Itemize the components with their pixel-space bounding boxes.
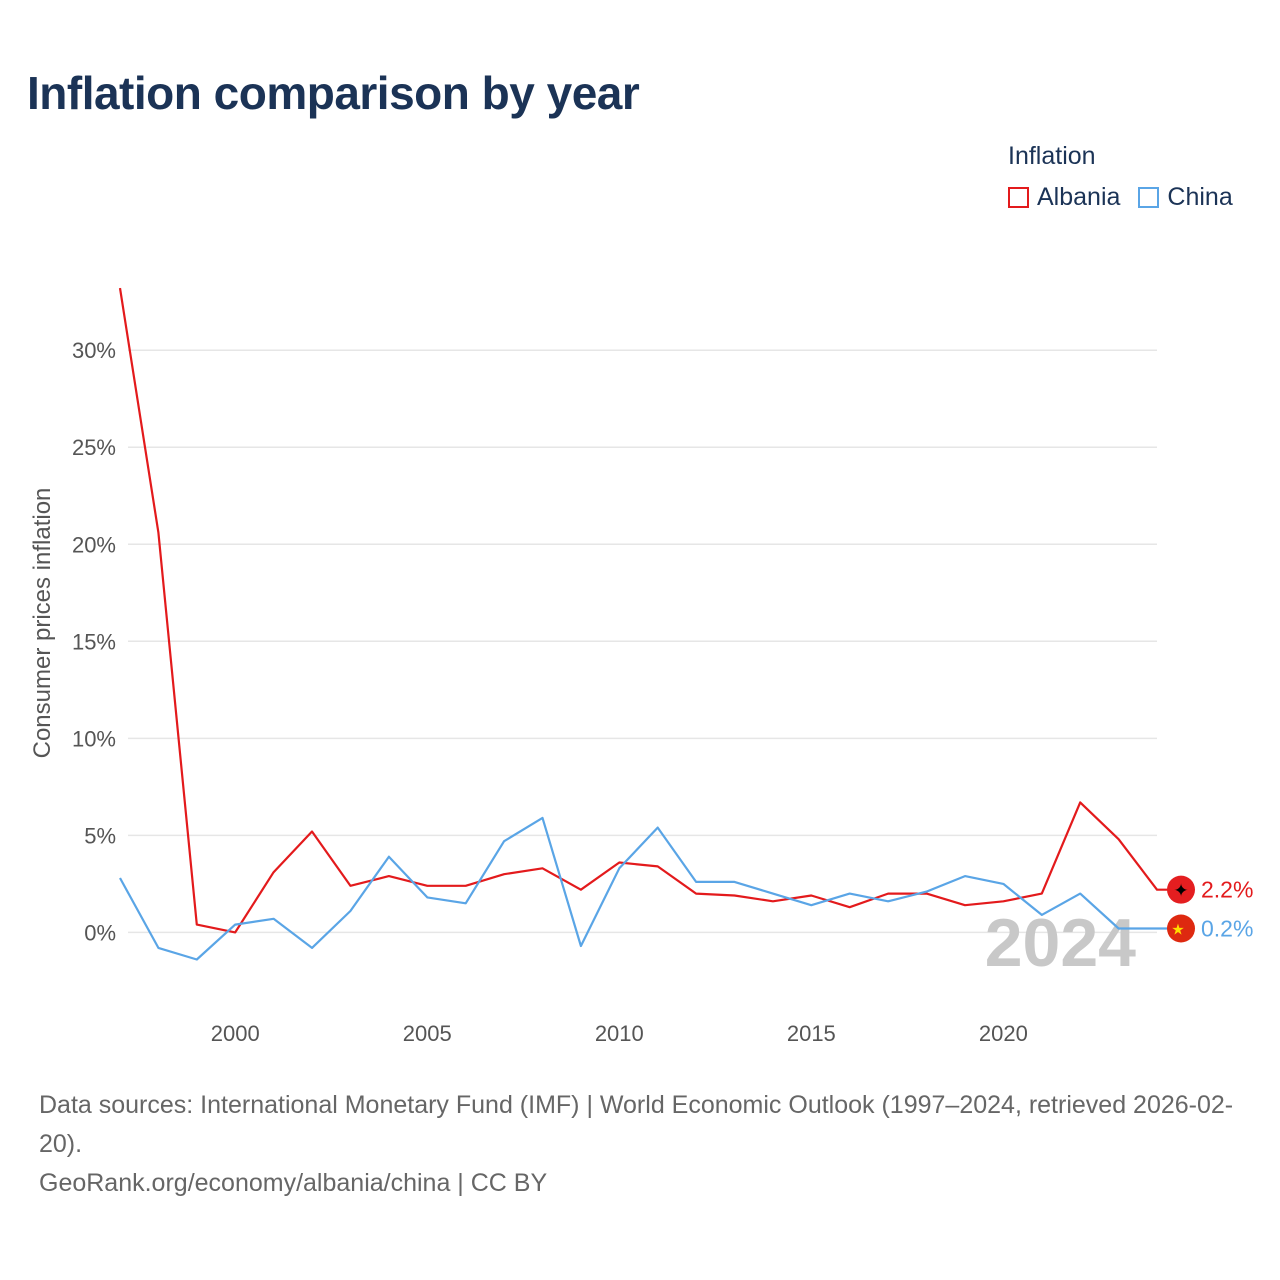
china-flag-icon: [1167, 914, 1195, 943]
x-tick-label: 2020: [979, 1021, 1028, 1046]
legend-item-albania[interactable]: Albania: [1008, 183, 1120, 212]
x-tick-label: 2010: [595, 1021, 644, 1046]
series-line-china: [119, 816, 1169, 961]
x-tick-label: 2005: [403, 1021, 452, 1046]
legend-swatch-albania: [1008, 187, 1029, 208]
footer: Data sources: International Monetary Fun…: [39, 1086, 1249, 1203]
line-chart: 0% 5% 10% 15% 20% 25% 30% 2000 2005 2010 2015 2020…: [29, 287, 1253, 1046]
page-title: Inflation comparison by year: [27, 67, 640, 119]
legend-item-china[interactable]: China: [1138, 183, 1233, 212]
eagle-icon: ✦: [1173, 881, 1188, 901]
legend-label-albania: Albania: [1037, 183, 1121, 211]
y-axis-label: Consumer prices inflation: [29, 488, 56, 759]
credit-link[interactable]: GeoRank.org/economy/albania/china | CC B…: [39, 1169, 548, 1197]
chart-legend: Inflation Albania China: [1008, 142, 1233, 212]
y-tick-label: 0%: [84, 920, 116, 945]
end-value-label-china: 0.2%: [1201, 915, 1253, 941]
y-tick-label: 10%: [72, 726, 116, 751]
y-tick-label: 25%: [72, 435, 116, 460]
year-watermark: 2024: [985, 905, 1136, 981]
legend-swatch-china: [1138, 187, 1160, 208]
albania-flag-icon: [1167, 875, 1195, 904]
legend-title: Inflation: [1008, 142, 1096, 170]
legend-label-china: China: [1167, 183, 1233, 211]
end-value-label-albania: 2.2%: [1201, 877, 1253, 903]
x-tick-label: 2015: [787, 1021, 836, 1046]
y-tick-label: 5%: [84, 823, 116, 848]
y-tick-label: 15%: [72, 629, 116, 654]
series-line-albania: [118, 287, 1169, 934]
y-tick-label: 20%: [72, 532, 116, 557]
y-tick-label: 30%: [72, 338, 116, 363]
data-sources: Data sources: International Monetary Fun…: [39, 1091, 1234, 1158]
x-tick-label: 2000: [211, 1021, 260, 1046]
star-icon: ★: [1171, 921, 1184, 938]
